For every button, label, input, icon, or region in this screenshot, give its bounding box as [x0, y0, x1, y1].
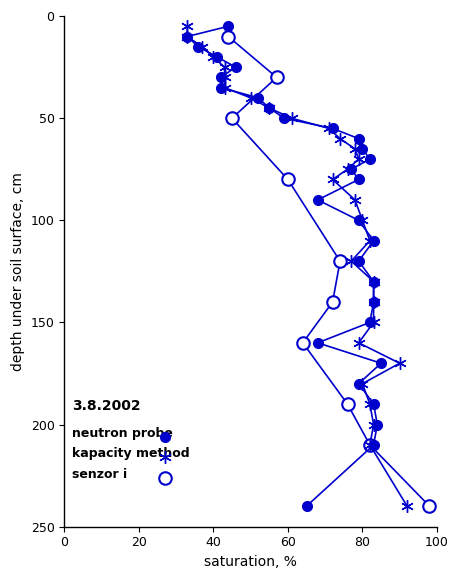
X-axis label: saturation, %: saturation, % [204, 555, 297, 569]
Y-axis label: depth under soil surface, cm: depth under soil surface, cm [11, 172, 25, 371]
Text: senzor i: senzor i [72, 467, 127, 481]
Text: 3.8.2002: 3.8.2002 [72, 399, 140, 413]
Text: neutron probe: neutron probe [72, 427, 172, 440]
Text: kapacity method: kapacity method [72, 447, 189, 460]
